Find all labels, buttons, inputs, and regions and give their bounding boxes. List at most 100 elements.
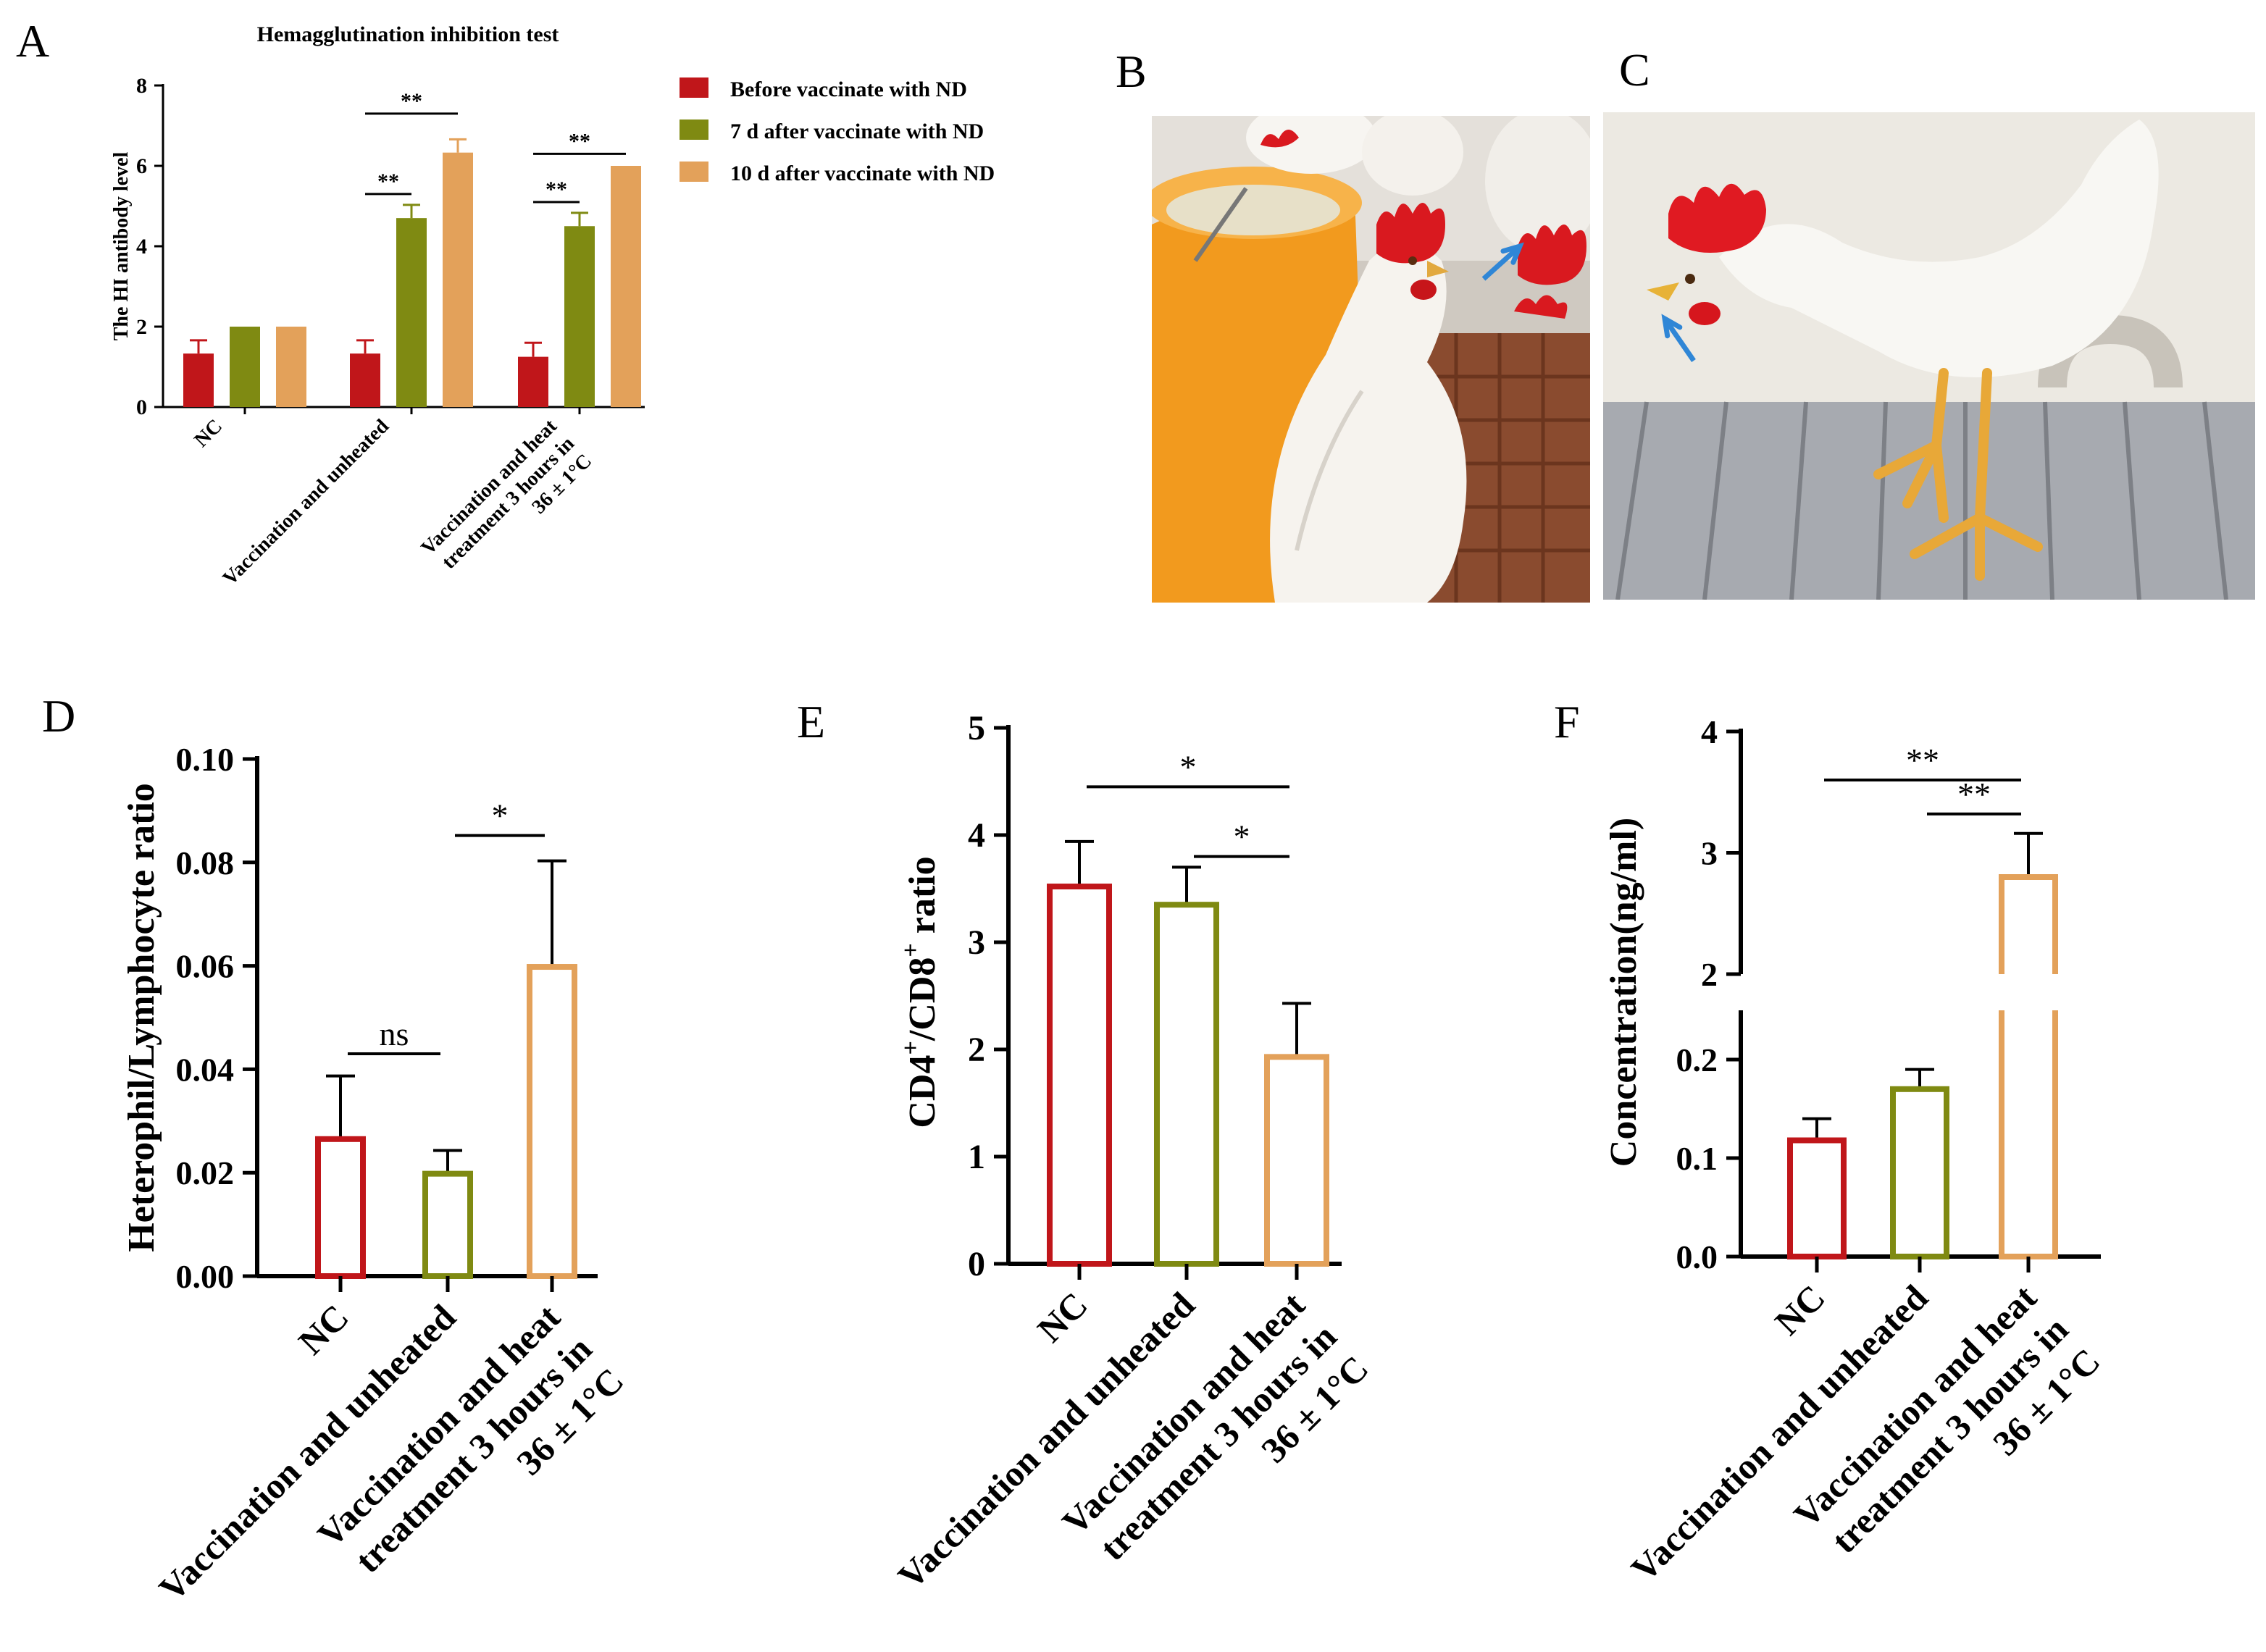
chart-a-bar bbox=[350, 353, 380, 407]
chart-f-sig-label: ** bbox=[1957, 776, 1991, 813]
chart-f-bar bbox=[1890, 1086, 1949, 1260]
chart-a-y-tick-label: 0 bbox=[136, 395, 147, 419]
chart-d-y-tick-label: 0.06 bbox=[176, 948, 235, 985]
chart-f-bar bbox=[1787, 1137, 1847, 1260]
chart-e-x-tick-label: Vaccination and heattreatment 3 hours in… bbox=[1054, 1284, 1376, 1606]
chart-f-y-tick-label: 3 bbox=[1701, 835, 1718, 872]
chart-f-x-tick-label-line: NC bbox=[1767, 1277, 1833, 1343]
chart-d-x-tick-label: Vaccination and heattreatment 3 hours in… bbox=[309, 1296, 631, 1618]
photo-b-illustration bbox=[1152, 116, 1590, 603]
chart-f-y-label: Concentration(ng/ml) bbox=[1603, 818, 1644, 1167]
panel-label-b: B bbox=[1116, 46, 1147, 97]
chart-f-bar-lower bbox=[1999, 1010, 2058, 1259]
chart-e-x-tick-label-line: NC bbox=[1029, 1284, 1095, 1350]
chart-e-y-label-part: /CD8 bbox=[902, 957, 943, 1042]
chart-d-y-tick-label: 0.02 bbox=[176, 1154, 235, 1191]
chart-e-y-tick-label: 5 bbox=[968, 709, 985, 747]
chart-e-y-tick-label: 1 bbox=[968, 1138, 985, 1176]
chart-a-x-tick-label: Vaccination and heattreatment 3 hours in… bbox=[417, 415, 597, 595]
chart-a-sig-label: ** bbox=[377, 169, 399, 193]
chart-a-sig-label: ** bbox=[545, 177, 567, 201]
photo-b-arrow bbox=[1481, 244, 1522, 281]
chart-f-y-tick-label: 0.0 bbox=[1676, 1238, 1718, 1275]
panel-label-d: D bbox=[42, 690, 75, 742]
chart-e-y-tick-label: 0 bbox=[968, 1245, 985, 1283]
chart-a-legend-label: Before vaccinate with ND bbox=[730, 77, 967, 101]
chart-a-legend-swatch bbox=[680, 77, 708, 98]
chart-a-bar bbox=[611, 166, 641, 407]
chart-e-sig-label: * bbox=[1234, 818, 1250, 855]
chart-d-y-tick-label: 0.08 bbox=[176, 844, 235, 881]
chart-a-y-tick-label: 4 bbox=[136, 235, 147, 259]
chart-e-y-label: CD4+/CD8+ ratio bbox=[898, 856, 943, 1128]
chart-d-bar bbox=[527, 964, 577, 1279]
photo-c-arrow bbox=[1663, 317, 1696, 362]
chart-e-y-label-part: + bbox=[898, 943, 924, 957]
chart-d-bar bbox=[315, 1136, 366, 1280]
chart-d-bar bbox=[422, 1170, 473, 1280]
chart-f-sig-label: ** bbox=[1906, 742, 1939, 779]
photo-c-arrow-head bbox=[1661, 314, 1683, 339]
chart-a-x-tick-label-line: Vaccination and unheated bbox=[219, 415, 394, 590]
chart-a-y-tick-label: 2 bbox=[136, 315, 147, 339]
chart-d-x-tick-label-line: NC bbox=[290, 1296, 356, 1362]
chart-a-y-tick-label: 6 bbox=[136, 154, 147, 178]
photo-c bbox=[1603, 112, 2255, 600]
chart-e-y-tick-label: 4 bbox=[968, 816, 985, 855]
chart-f-y-tick-label: 2 bbox=[1701, 956, 1718, 993]
chart-d-y-tick-label: 0.00 bbox=[176, 1258, 235, 1295]
chart-a-legend-label: 7 d after vaccinate with ND bbox=[730, 120, 984, 143]
chart-a-y-label: The HI antibody level bbox=[110, 151, 133, 340]
chart-d: 0.00 0.02 0.04 0.06 0.08 0.10 Heterophil/Lymph… bbox=[121, 741, 631, 1618]
chart-e-sig-label: * bbox=[1180, 748, 1197, 785]
chart-e-y-label-part: ratio bbox=[902, 856, 943, 943]
photo-b bbox=[1152, 116, 1590, 603]
panel-label-f: F bbox=[1554, 696, 1580, 747]
chart-d-x-tick-label: NC bbox=[290, 1296, 356, 1362]
panel-label-a: A bbox=[16, 15, 49, 67]
chart-a-title: Hemagglutination inhibition test bbox=[257, 22, 559, 46]
chart-f-y-tick-label: 0.2 bbox=[1676, 1041, 1718, 1078]
chart-d-sig-label: ns bbox=[380, 1015, 409, 1052]
chart-a-bar bbox=[230, 327, 260, 407]
chart-e-y-tick-label: 2 bbox=[968, 1031, 985, 1069]
chart-d-y-label: Heterophil/Lymphocyte ratio bbox=[121, 783, 162, 1252]
chart-f-y-tick-label: 4 bbox=[1701, 713, 1718, 750]
chart-a-y-tick-label: 8 bbox=[136, 74, 147, 98]
chart-a-bar bbox=[396, 218, 427, 407]
chart-a-x-tick-label: NC bbox=[190, 415, 227, 452]
photo-b-arrow-head bbox=[1500, 242, 1524, 265]
chart-e-bar bbox=[1264, 1054, 1329, 1267]
photo-arrows bbox=[1481, 242, 1696, 362]
chart-a-x-tick-label: Vaccination and unheated bbox=[219, 415, 394, 590]
chart-f-bar-upper bbox=[1999, 874, 2058, 974]
chart-a-legend-swatch bbox=[680, 120, 708, 140]
chart-f: 0.0 0.1 0.2 2 3 4 Concentration(ng/ml) NCVaccin… bbox=[1603, 713, 2107, 1598]
panel-label-e: E bbox=[797, 696, 825, 747]
chart-e-x-tick-label: NC bbox=[1029, 1284, 1095, 1350]
chart-a: Hemagglutination inhibition test 0 2 4 6 8 The… bbox=[110, 22, 995, 595]
chart-e-y-label-part: CD4 bbox=[902, 1055, 943, 1128]
chart-d-y-tick-label: 0.04 bbox=[176, 1051, 235, 1088]
chart-a-bar bbox=[183, 353, 214, 407]
chart-f-y-tick-label: 0.1 bbox=[1676, 1140, 1718, 1177]
chart-a-bar bbox=[518, 356, 548, 407]
chart-a-sig-label: ** bbox=[401, 89, 422, 113]
chart-a-bar bbox=[564, 226, 595, 407]
chart-a-legend-label: 10 d after vaccinate with ND bbox=[730, 162, 995, 185]
chart-e-bar bbox=[1047, 884, 1112, 1267]
chart-f-x-tick-label: NC bbox=[1767, 1277, 1833, 1343]
chart-e-y-tick-label: 3 bbox=[968, 923, 985, 962]
chart-e-bar bbox=[1154, 902, 1219, 1267]
chart-f-x-tick-label: Vaccination and heattreatment 3 hours in… bbox=[1786, 1277, 2107, 1598]
chart-d-sig-label: * bbox=[492, 797, 509, 834]
panel-label-c: C bbox=[1619, 44, 1650, 96]
chart-d-y-tick-label: 0.10 bbox=[176, 741, 235, 778]
chart-a-x-tick-label-line: NC bbox=[190, 415, 227, 452]
chart-e-y-label-part: + bbox=[898, 1041, 924, 1054]
photo-c-illustration bbox=[1603, 112, 2255, 600]
chart-a-legend-swatch bbox=[680, 162, 708, 182]
